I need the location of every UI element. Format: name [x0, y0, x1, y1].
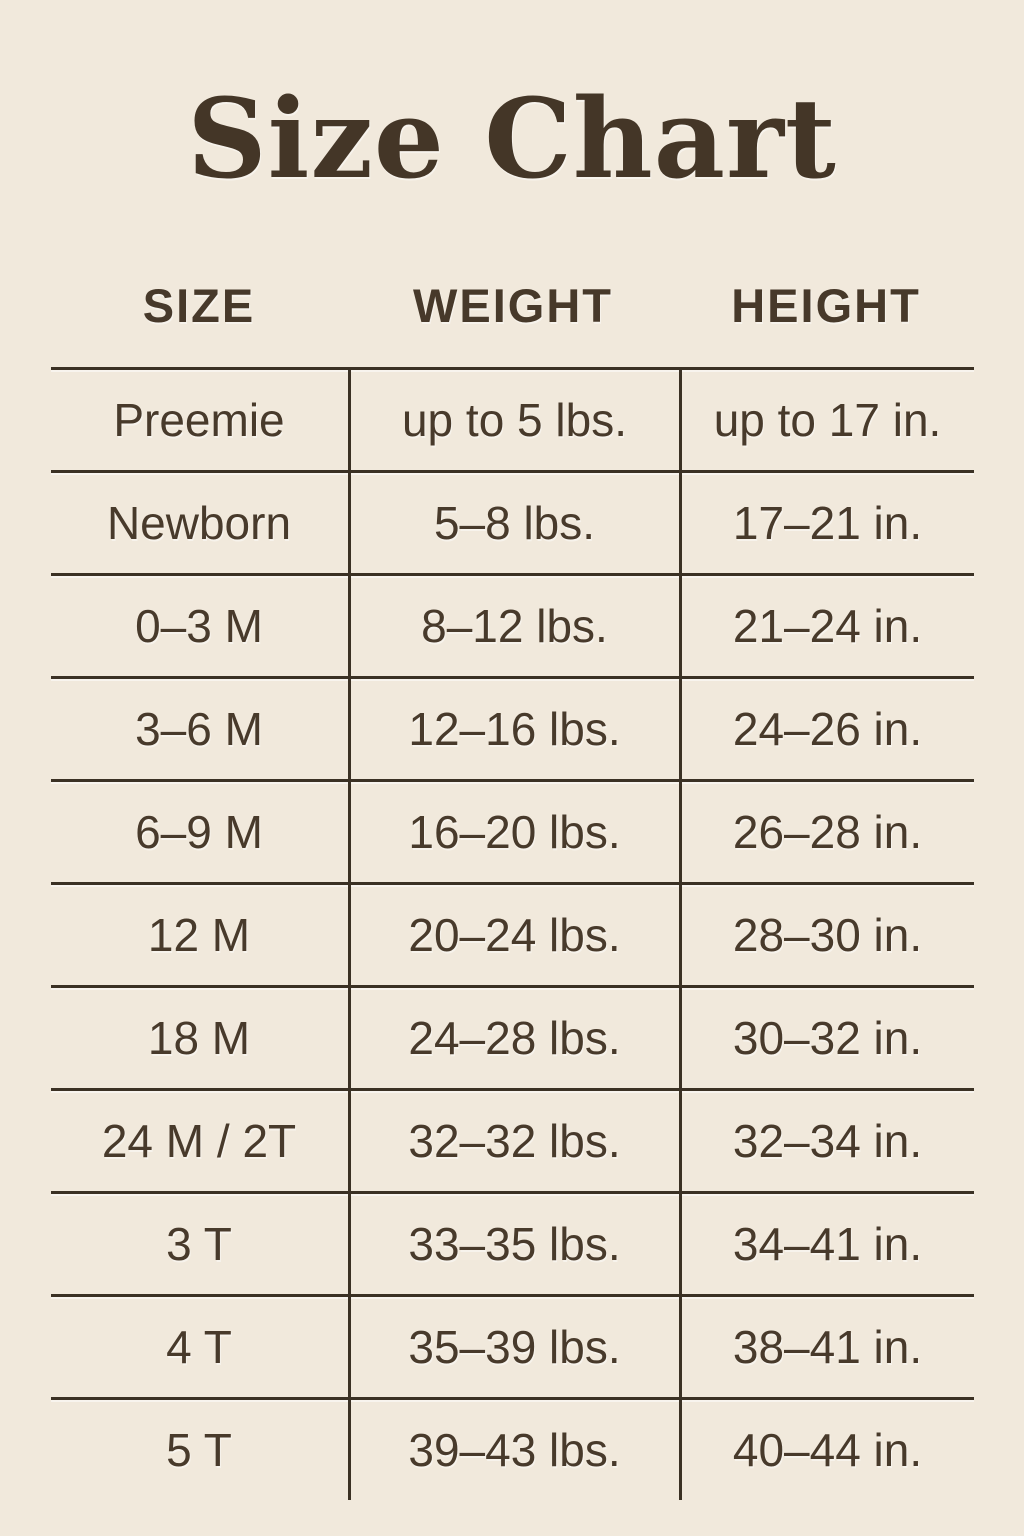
cell-height: 34–41 in. [678, 1194, 974, 1294]
cell-size: 18 M [147, 1012, 251, 1064]
column-header-height: HEIGHT [731, 279, 921, 332]
cell-size: 3 T [166, 1218, 232, 1270]
table-row-0-3m: 0–3 M 8–12 lbs. 21–24 in. [50, 573, 974, 676]
cell-weight: 24–28 lbs. [347, 988, 679, 1088]
cell-height: up to 17 in. [678, 370, 974, 470]
cell-height: 17–21 in. [678, 473, 974, 573]
table-row-18m: 18 M 24–28 lbs. 30–32 in. [50, 985, 974, 1088]
page-title: Size Chart [187, 74, 837, 203]
table-row-5t: 5 T 39–43 lbs. 40–44 in. [50, 1397, 974, 1500]
table-row-4t: 4 T 35–39 lbs. 38–41 in. [50, 1294, 974, 1397]
cell-height: 26–28 in. [678, 782, 974, 882]
cell-weight: 32–32 lbs. [347, 1091, 679, 1191]
cell-weight: 39–43 lbs. [347, 1400, 679, 1500]
cell-size: 6–9 M [135, 806, 263, 858]
table-row-6-9m: 6–9 M 16–20 lbs. 26–28 in. [50, 779, 974, 882]
table-row-3-6m: 3–6 M 12–16 lbs. 24–26 in. [50, 676, 974, 779]
cell-weight: 5–8 lbs. [347, 473, 679, 573]
cell-height: 40–44 in. [678, 1400, 974, 1500]
cell-height: 21–24 in. [678, 576, 974, 676]
column-header-size: SIZE [142, 279, 256, 332]
cell-height: 24–26 in. [678, 679, 974, 779]
table-body: Preemie up to 5 lbs. up to 17 in. Newbor… [50, 367, 974, 1500]
table-row-24m-2t: 24 M / 2T 32–32 lbs. 32–34 in. [50, 1088, 974, 1191]
cell-size: 24 M / 2T [101, 1115, 297, 1167]
cell-weight: 20–24 lbs. [347, 885, 679, 985]
table-row-newborn: Newborn 5–8 lbs. 17–21 in. [50, 470, 974, 573]
cell-weight: up to 5 lbs. [347, 370, 679, 470]
table-row-12m: 12 M 20–24 lbs. 28–30 in. [50, 882, 974, 985]
cell-size: 0–3 M [135, 600, 263, 652]
table-row-3t: 3 T 33–35 lbs. 34–41 in. [50, 1191, 974, 1294]
cell-height: 32–34 in. [678, 1091, 974, 1191]
cell-height: 30–32 in. [678, 988, 974, 1088]
cell-size: 3–6 M [135, 703, 263, 755]
cell-height: 38–41 in. [678, 1297, 974, 1397]
cell-size: Newborn [106, 497, 292, 549]
cell-weight: 8–12 lbs. [347, 576, 679, 676]
cell-weight: 35–39 lbs. [347, 1297, 679, 1397]
table-row-preemie: Preemie up to 5 lbs. up to 17 in. [51, 370, 974, 470]
cell-size: 12 M [147, 909, 251, 961]
size-chart-table: SIZE WEIGHT HEIGHT Preemie up to 5 lbs. … [50, 278, 974, 1500]
cell-weight: 33–35 lbs. [347, 1194, 679, 1294]
column-header-weight: WEIGHT [413, 279, 613, 332]
cell-size: 4 T [166, 1321, 232, 1373]
cell-size: Preemie [113, 394, 285, 446]
cell-height: 28–30 in. [678, 885, 974, 985]
cell-weight: 12–16 lbs. [347, 679, 679, 779]
cell-weight: 16–20 lbs. [347, 782, 679, 882]
table-header-row: SIZE WEIGHT HEIGHT [51, 278, 974, 332]
cell-size: 5 T [166, 1424, 232, 1476]
